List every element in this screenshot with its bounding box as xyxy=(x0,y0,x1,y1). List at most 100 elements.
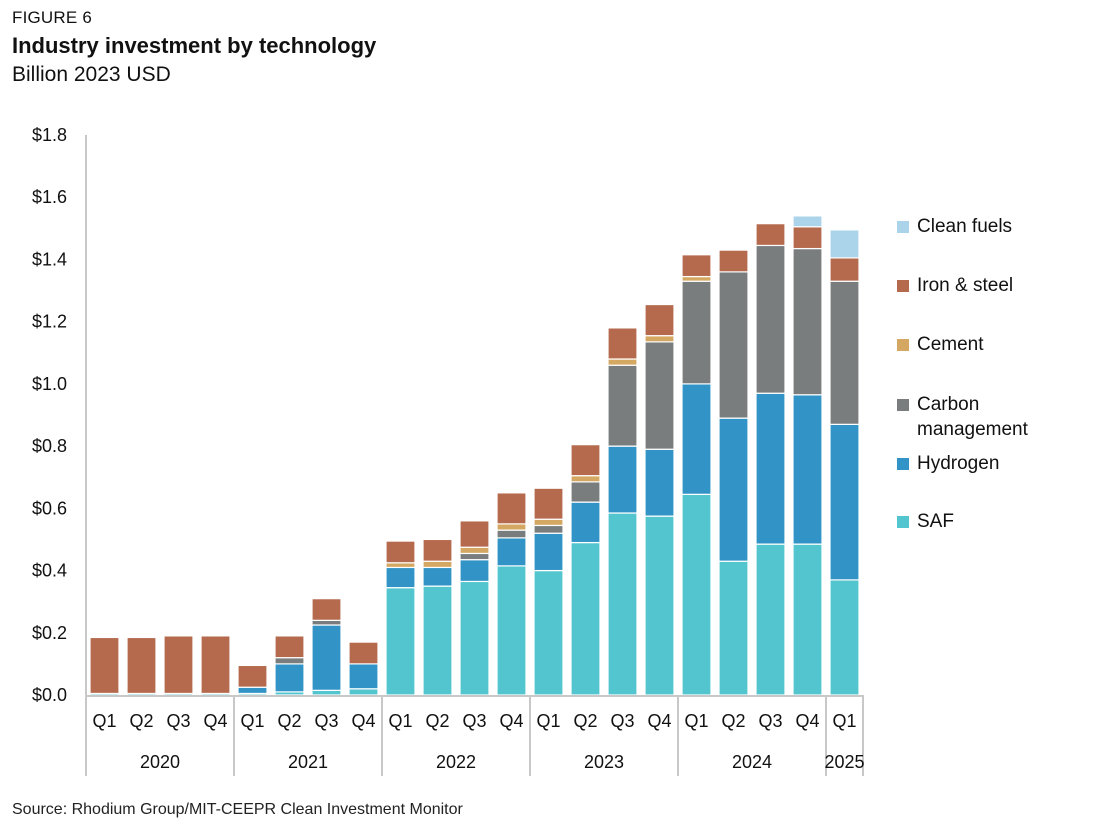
legend-swatch xyxy=(897,339,909,351)
year-label: 2022 xyxy=(436,752,476,772)
bar-segment-cement xyxy=(422,560,453,569)
x-tick-label: Q2 xyxy=(277,711,301,731)
bar-segment-iron-steel xyxy=(274,635,305,659)
bar-stack xyxy=(422,538,453,696)
bar-segment-iron-steel xyxy=(311,597,342,621)
bar-stack xyxy=(348,641,379,696)
bar-stack xyxy=(792,215,823,696)
bar-segment-iron-steel xyxy=(496,492,527,525)
bar-segment-saf xyxy=(644,515,675,696)
bar-segment-saf xyxy=(718,560,749,696)
bar-segment-clean-fuels xyxy=(274,634,305,637)
chart-subtitle: Billion 2023 USD xyxy=(12,63,171,86)
bar-segment-hydrogen xyxy=(533,532,564,572)
bar-segment-carbon-management xyxy=(607,364,638,447)
bar-segment-saf xyxy=(348,688,379,696)
bar-segment-saf xyxy=(422,585,453,696)
bar-segment-saf xyxy=(311,689,342,696)
bar-segment-saf xyxy=(681,493,712,696)
x-tick-label: Q2 xyxy=(129,711,153,731)
legend-swatch xyxy=(897,458,909,470)
y-tick-label: $0.4 xyxy=(32,561,67,581)
bar-stack xyxy=(459,519,490,696)
legend-label: SAF xyxy=(917,511,954,532)
x-tick-label: Q3 xyxy=(314,711,338,731)
bar-segment-hydrogen xyxy=(570,501,601,544)
legend-swatch xyxy=(897,280,909,292)
bar-segment-carbon-management xyxy=(496,529,527,539)
legend-label: Carbon management xyxy=(917,394,1028,440)
y-tick-label: $1.2 xyxy=(32,312,67,332)
source-note: Source: Rhodium Group/MIT-CEEPR Clean In… xyxy=(12,801,463,818)
bar-segment-iron-steel xyxy=(126,636,157,695)
bar-segment-carbon-management xyxy=(533,524,564,534)
bar-segment-iron-steel xyxy=(792,226,823,250)
bar-segment-saf xyxy=(755,543,786,696)
bar-segment-saf xyxy=(792,543,823,696)
bar-segment-cement xyxy=(496,523,527,531)
bar-stack xyxy=(237,664,268,696)
legend-item-clean-fuels: Clean fuels xyxy=(897,214,1067,239)
year-label: 2020 xyxy=(140,752,180,772)
x-tick-label: Q1 xyxy=(388,711,412,731)
bar-segment-saf xyxy=(385,587,416,696)
bar-segment-cement xyxy=(644,335,675,343)
bar-segment-clean-fuels xyxy=(607,326,638,329)
bar-segment-iron-steel xyxy=(422,538,453,562)
bar-stack xyxy=(829,229,860,696)
bar-segment-carbon-management xyxy=(792,247,823,396)
bar-segment-cement xyxy=(681,275,712,282)
year-label: 2021 xyxy=(288,752,328,772)
x-tick-label: Q3 xyxy=(166,711,190,731)
legend-label: Clean fuels xyxy=(917,216,1013,237)
y-tick-label: $0.6 xyxy=(32,498,67,518)
bar-segment-carbon-management xyxy=(755,244,786,394)
x-tick-label: Q1 xyxy=(684,711,708,731)
bar-stack xyxy=(644,303,675,696)
x-tick-label: Q2 xyxy=(425,711,449,731)
x-tick-label: Q4 xyxy=(647,711,671,731)
legend-item-iron-steel: Iron & steel xyxy=(897,273,1067,298)
bar-stack xyxy=(274,634,305,696)
bar-segment-iron-steel xyxy=(829,257,860,282)
legend-item-hydrogen: Hydrogen xyxy=(897,451,1067,476)
legend-item-saf: SAF xyxy=(897,509,1067,534)
year-label: 2025 xyxy=(824,752,864,772)
legend-swatch xyxy=(897,399,909,411)
bar-segment-iron-steel xyxy=(89,636,120,695)
bar-segment-iron-steel xyxy=(718,249,749,273)
bar-segment-iron-steel xyxy=(533,487,564,520)
bar-segment-hydrogen xyxy=(792,394,823,545)
bar-segment-iron-steel xyxy=(200,635,231,695)
bar-segment-clean-fuels xyxy=(829,229,860,259)
bar-segment-cement xyxy=(570,475,601,483)
y-tick-label: $1.0 xyxy=(32,374,67,394)
x-tick-label: Q3 xyxy=(610,711,634,731)
bar-stack xyxy=(311,597,342,696)
bar-segment-iron-steel xyxy=(348,641,379,665)
bar-segment-clean-fuels xyxy=(385,539,416,542)
bar-segment-clean-fuels xyxy=(792,215,823,228)
legend-label: Iron & steel xyxy=(917,275,1014,296)
bar-segment-cement xyxy=(607,358,638,366)
bar-segment-hydrogen xyxy=(348,663,379,690)
bar-segment-iron-steel xyxy=(237,664,268,688)
bar-segment-hydrogen xyxy=(718,417,749,562)
legend-swatch xyxy=(897,516,909,528)
bar-stack xyxy=(200,635,231,696)
bar-segment-clean-fuels xyxy=(126,635,157,639)
bar-segment-saf xyxy=(829,579,860,696)
x-tick-label: Q2 xyxy=(573,711,597,731)
legend-item-carbon-management: Carbon management xyxy=(897,392,1067,442)
bar-segment-clean-fuels xyxy=(311,597,342,600)
bar-segment-hydrogen xyxy=(274,663,305,693)
bar-segment-cement xyxy=(533,518,564,527)
bar-segment-clean-fuels xyxy=(533,486,564,489)
bar-stack xyxy=(126,635,157,696)
bar-segment-carbon-management xyxy=(644,341,675,450)
bar-segment-clean-fuels xyxy=(496,491,527,494)
legend-label: Cement xyxy=(917,334,984,355)
bar-segment-iron-steel xyxy=(459,520,490,548)
bar-segment-hydrogen xyxy=(422,566,453,587)
x-axis: Q1 Q2 Q3 Q4 Q1 Q2 Q3 Q4 Q1 Q2 Q3 Q4 Q1 Q2 Q3 Q4 Q1 Q2 Q3 Q4… xyxy=(85,695,865,776)
